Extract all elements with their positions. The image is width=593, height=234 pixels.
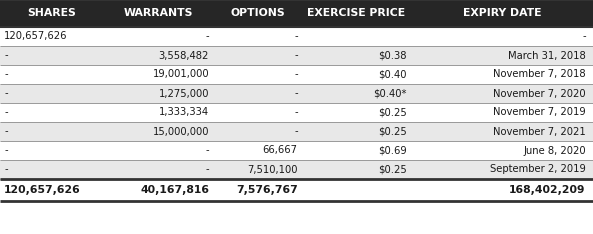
Bar [411, 27, 593, 46]
Bar [104, 179, 213, 201]
Text: $0.40*: $0.40* [373, 88, 407, 99]
Text: -: - [294, 51, 298, 61]
Text: SHARES: SHARES [27, 8, 76, 18]
Bar [104, 46, 213, 65]
Text: $0.38: $0.38 [378, 51, 407, 61]
Bar [0, 103, 104, 122]
Bar [213, 160, 301, 179]
Text: -: - [4, 127, 8, 136]
Bar [104, 103, 213, 122]
Text: 1,275,000: 1,275,000 [158, 88, 209, 99]
Bar [301, 179, 411, 201]
Text: 7,576,767: 7,576,767 [236, 185, 298, 195]
Bar [301, 141, 411, 160]
Bar [0, 84, 104, 103]
Text: November 7, 2020: November 7, 2020 [493, 88, 586, 99]
Bar [0, 46, 104, 65]
Bar [411, 103, 593, 122]
Bar [104, 65, 213, 84]
Bar [213, 122, 301, 141]
Text: 1,333,334: 1,333,334 [159, 107, 209, 117]
Text: -: - [294, 69, 298, 80]
Bar [411, 160, 593, 179]
Text: 19,001,000: 19,001,000 [152, 69, 209, 80]
Text: 7,510,100: 7,510,100 [247, 165, 298, 175]
Bar [301, 103, 411, 122]
Text: June 8, 2020: June 8, 2020 [523, 146, 586, 156]
Bar [0, 27, 104, 46]
Bar [104, 0, 213, 27]
Text: 40,167,816: 40,167,816 [140, 185, 209, 195]
Text: $0.25: $0.25 [378, 107, 407, 117]
Text: 15,000,000: 15,000,000 [152, 127, 209, 136]
Text: November 7, 2018: November 7, 2018 [493, 69, 586, 80]
Text: -: - [4, 146, 8, 156]
Text: November 7, 2021: November 7, 2021 [493, 127, 586, 136]
Text: EXPIRY DATE: EXPIRY DATE [463, 8, 541, 18]
Text: -: - [294, 88, 298, 99]
Bar [301, 46, 411, 65]
Bar [411, 46, 593, 65]
Bar [104, 27, 213, 46]
Bar [411, 65, 593, 84]
Text: EXERCISE PRICE: EXERCISE PRICE [307, 8, 405, 18]
Bar [301, 0, 411, 27]
Bar [411, 84, 593, 103]
Bar [0, 0, 104, 27]
Text: -: - [205, 146, 209, 156]
Text: -: - [294, 32, 298, 41]
Text: $0.40: $0.40 [378, 69, 407, 80]
Text: -: - [4, 69, 8, 80]
Text: 120,657,626: 120,657,626 [4, 185, 81, 195]
Bar [104, 84, 213, 103]
Bar [301, 160, 411, 179]
Bar [0, 160, 104, 179]
Bar [213, 46, 301, 65]
Bar [301, 27, 411, 46]
Bar [104, 160, 213, 179]
Text: $0.25: $0.25 [378, 165, 407, 175]
Bar [0, 179, 104, 201]
Text: -: - [4, 88, 8, 99]
Text: OPTIONS: OPTIONS [230, 8, 285, 18]
Bar [104, 141, 213, 160]
Bar [213, 65, 301, 84]
Text: $0.25: $0.25 [378, 127, 407, 136]
Text: November 7, 2019: November 7, 2019 [493, 107, 586, 117]
Text: 120,657,626: 120,657,626 [4, 32, 68, 41]
Bar [0, 65, 104, 84]
Text: 168,402,209: 168,402,209 [509, 185, 586, 195]
Text: -: - [4, 107, 8, 117]
Text: September 2, 2019: September 2, 2019 [490, 165, 586, 175]
Text: March 31, 2018: March 31, 2018 [508, 51, 586, 61]
Text: $0.69: $0.69 [378, 146, 407, 156]
Bar [213, 141, 301, 160]
Bar [411, 179, 593, 201]
Text: 66,667: 66,667 [263, 146, 298, 156]
Bar [301, 84, 411, 103]
Text: -: - [294, 107, 298, 117]
Bar [213, 103, 301, 122]
Bar [0, 122, 104, 141]
Bar [213, 0, 301, 27]
Bar [213, 179, 301, 201]
Text: -: - [4, 51, 8, 61]
Text: -: - [294, 127, 298, 136]
Text: -: - [4, 165, 8, 175]
Bar [0, 141, 104, 160]
Bar [213, 84, 301, 103]
Text: -: - [205, 32, 209, 41]
Bar [411, 122, 593, 141]
Bar [411, 141, 593, 160]
Text: WARRANTS: WARRANTS [124, 8, 193, 18]
Bar [213, 27, 301, 46]
Bar [411, 0, 593, 27]
Bar [301, 65, 411, 84]
Text: 3,558,482: 3,558,482 [159, 51, 209, 61]
Bar [301, 122, 411, 141]
Text: -: - [582, 32, 586, 41]
Bar [104, 122, 213, 141]
Text: -: - [205, 165, 209, 175]
